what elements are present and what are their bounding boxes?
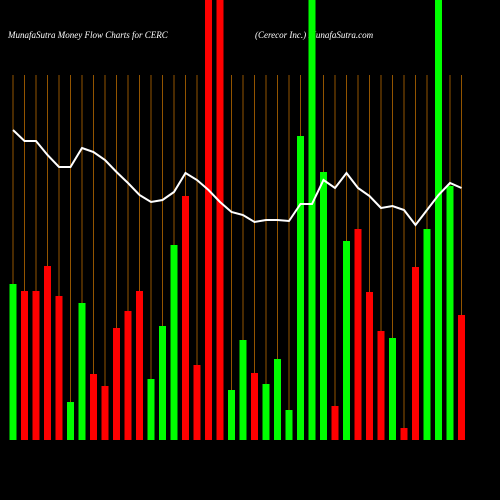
bar	[274, 359, 281, 440]
bar	[412, 267, 419, 440]
bar	[113, 328, 120, 440]
bar	[297, 136, 304, 440]
bar	[435, 0, 442, 440]
bar	[193, 365, 201, 440]
bar	[67, 402, 74, 440]
bar	[159, 326, 166, 440]
bar	[205, 0, 212, 440]
money-flow-line	[12, 129, 462, 227]
bar	[262, 384, 270, 440]
bar	[147, 379, 155, 440]
bar	[136, 291, 143, 440]
bar	[239, 340, 247, 440]
bar	[101, 386, 109, 440]
bar	[90, 374, 97, 440]
bar	[331, 406, 339, 440]
chart-title: MunafaSutra Money Flow Charts for CERC	[7, 30, 169, 40]
bar	[124, 311, 132, 440]
bar	[423, 229, 431, 440]
bar	[400, 428, 408, 440]
plot-area	[9, 0, 465, 440]
bar	[170, 245, 178, 440]
bar	[9, 284, 17, 440]
bar	[44, 266, 51, 440]
bar	[228, 390, 235, 440]
bar	[377, 331, 385, 440]
bar	[366, 292, 373, 440]
bar	[354, 229, 362, 440]
bar	[285, 410, 293, 440]
bar	[343, 241, 350, 440]
bar	[446, 186, 454, 440]
bar	[182, 196, 189, 440]
bar	[216, 0, 224, 440]
bar	[389, 338, 396, 440]
bar	[458, 315, 465, 440]
bar	[251, 373, 258, 440]
bar	[320, 172, 327, 440]
bar	[55, 296, 63, 440]
bar	[308, 0, 316, 440]
bar	[78, 303, 86, 440]
bar	[21, 291, 28, 440]
bar	[32, 291, 40, 440]
